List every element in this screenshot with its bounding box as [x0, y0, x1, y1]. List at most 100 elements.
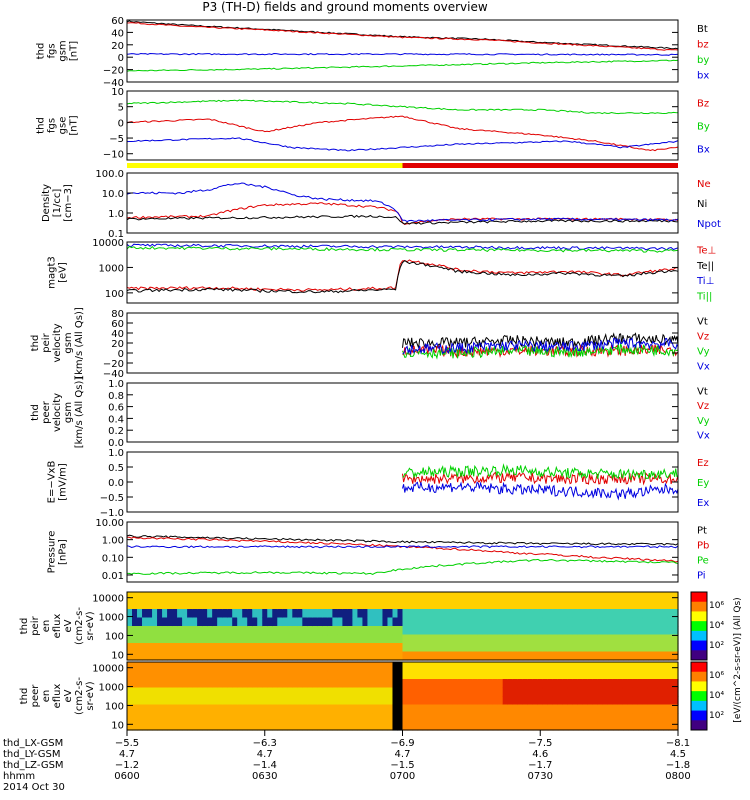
- spec-cell: [132, 704, 138, 714]
- spec-cell: [562, 670, 569, 680]
- spec-cell: [147, 713, 153, 723]
- spec-cell: [172, 626, 178, 636]
- spec-cell: [617, 696, 624, 706]
- spec-cell: [297, 713, 303, 723]
- legend-entry-Te||: Te||: [696, 261, 714, 272]
- spec-cell: [572, 643, 579, 653]
- series-line-Vt: [402, 332, 679, 349]
- spec-cell: [367, 592, 374, 602]
- spec-cell: [497, 592, 504, 602]
- panel-frame: [126, 591, 679, 661]
- spec-cell: [572, 634, 579, 644]
- spec-cell: [647, 662, 654, 672]
- spec-cell: [577, 634, 584, 644]
- spec-cell: [522, 634, 529, 644]
- spec-cell: [542, 670, 549, 680]
- spec-cell: [197, 609, 203, 619]
- spec-cell: [622, 679, 629, 689]
- spec-cell: [312, 609, 318, 619]
- spec-cell: [392, 643, 399, 653]
- spec-cell: [162, 679, 168, 689]
- y-tick-label: 40: [111, 329, 124, 340]
- colorbar-swatch: [691, 671, 707, 682]
- spec-cell: [492, 713, 499, 723]
- spec-cell: [592, 634, 599, 644]
- y-tick-label: 10: [111, 650, 124, 661]
- spec-cell: [457, 609, 464, 619]
- spec-cell: [277, 600, 283, 610]
- spec-cell: [622, 592, 629, 602]
- colorbar-swatch: [691, 601, 707, 612]
- spec-cell: [602, 679, 609, 689]
- spec-cell: [307, 721, 313, 731]
- spec-cell: [527, 662, 534, 672]
- spec-cell: [662, 704, 669, 714]
- spec-cell: [447, 687, 454, 697]
- spec-cell: [302, 626, 308, 636]
- spec-cell: [522, 721, 529, 731]
- spec-cell: [207, 651, 213, 661]
- spec-cell: [247, 721, 253, 731]
- spec-cell: [607, 617, 614, 627]
- spec-cell: [452, 592, 459, 602]
- spec-cell: [422, 679, 429, 689]
- spec-cell: [357, 609, 364, 619]
- spec-cell: [577, 651, 584, 661]
- spec-cell: [252, 651, 258, 661]
- spec-cell: [542, 634, 549, 644]
- spec-cell: [362, 721, 369, 731]
- panel-frame: [126, 19, 679, 83]
- spec-cell: [652, 704, 659, 714]
- spec-cell: [277, 643, 283, 653]
- spec-cell: [307, 634, 313, 644]
- spec-cell: [412, 721, 419, 731]
- spec-cell: [582, 634, 589, 644]
- spec-cell: [227, 643, 233, 653]
- spec-cell: [207, 626, 213, 636]
- spec-cell: [387, 651, 394, 661]
- spec-cell: [547, 592, 554, 602]
- spec-cell: [257, 651, 263, 661]
- spec-cell: [477, 626, 484, 636]
- spec-cell: [157, 634, 163, 644]
- spec-cell: [482, 592, 489, 602]
- legend-entry-Pb: Pb: [697, 541, 709, 552]
- spec-cell: [622, 721, 629, 731]
- spec-cell: [477, 609, 484, 619]
- spec-cell: [237, 696, 243, 706]
- y-axis-label: [1/cc]: [52, 189, 63, 218]
- spec-cell: [232, 713, 238, 723]
- spec-cell: [632, 704, 639, 714]
- spec-cell: [472, 643, 479, 653]
- spec-cell: [557, 721, 564, 731]
- spec-cell: [412, 713, 419, 723]
- spec-cell: [562, 617, 569, 627]
- spec-cell: [207, 643, 213, 653]
- spec-cell: [362, 600, 369, 610]
- spec-cell: [357, 721, 364, 731]
- spec-cell: [207, 662, 213, 672]
- spec-cell: [497, 626, 504, 636]
- spec-cell: [342, 696, 348, 706]
- spec-cell: [327, 721, 333, 731]
- spec-cell: [287, 687, 293, 697]
- spec-cell: [537, 617, 544, 627]
- y-tick-label: 0.5: [108, 463, 124, 474]
- spec-cell: [492, 696, 499, 706]
- spec-cell: [537, 592, 544, 602]
- spec-cell: [372, 704, 379, 714]
- spec-cell: [662, 600, 669, 610]
- spec-cell: [512, 617, 519, 627]
- spec-cell: [642, 600, 649, 610]
- spec-cell: [642, 617, 649, 627]
- spec-cell: [212, 617, 218, 627]
- spec-cell: [142, 626, 148, 636]
- spec-cell: [642, 687, 649, 697]
- spec-cell: [662, 721, 669, 731]
- spec-cell: [602, 592, 609, 602]
- y-tick-label: 0.8: [108, 391, 124, 402]
- spec-cell: [187, 713, 193, 723]
- spec-cell: [127, 696, 133, 706]
- spec-cell: [277, 651, 283, 661]
- spec-cell: [197, 662, 203, 672]
